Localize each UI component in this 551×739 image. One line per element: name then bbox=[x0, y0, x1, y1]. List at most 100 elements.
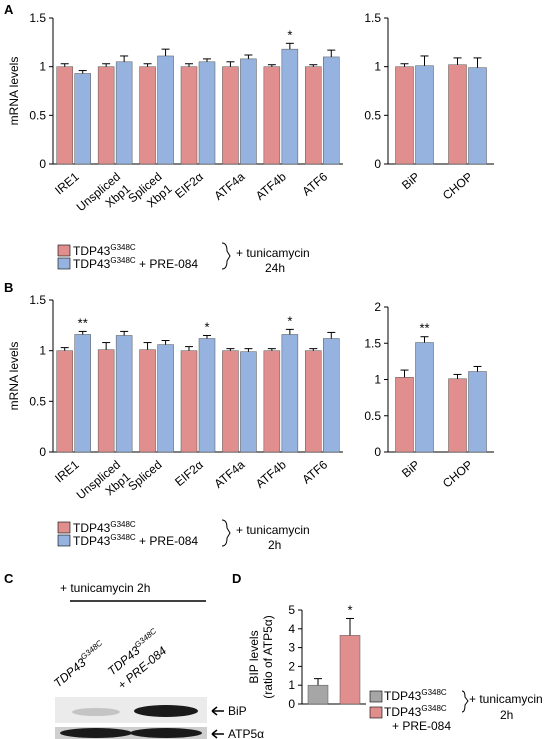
panel-label-a: A bbox=[4, 2, 14, 17]
bar bbox=[222, 66, 239, 165]
blot-lane1-label: TDP43G348C bbox=[50, 638, 108, 690]
legend-d-series1: TDP43G348C bbox=[384, 688, 447, 703]
bar bbox=[157, 344, 174, 453]
legend-b-swatch-treated bbox=[57, 534, 71, 547]
legend-d-condition: + tunicamycin bbox=[469, 692, 543, 706]
blot-bip-band-1 bbox=[72, 708, 120, 716]
bar bbox=[157, 55, 174, 165]
bar bbox=[115, 335, 133, 453]
blot-atp5a-band-2 bbox=[130, 728, 202, 738]
bar bbox=[56, 66, 73, 165]
bar bbox=[395, 66, 414, 165]
legend-a-swatch-control bbox=[57, 244, 71, 257]
western-blot-c: + tunicamycin 2h TDP43G348C TDP43G348C +… bbox=[50, 581, 264, 739]
bar bbox=[468, 371, 487, 453]
y-tick-label: 0 bbox=[374, 157, 381, 171]
chart-d: 0 1 2 3 4 5 BIP levels (ratio of ATP5α) * bbox=[247, 602, 366, 711]
legend-a-swatch-treated bbox=[57, 257, 71, 270]
x-tick-label: ATF6 bbox=[299, 169, 330, 198]
chart-a-right: 0 0.5 1 1.5 BiP CHOP bbox=[364, 11, 494, 203]
y-tick-label: 0.5 bbox=[29, 108, 46, 122]
legend-b-condition: + tunicamycin bbox=[236, 523, 310, 537]
y-tick-label: 1.5 bbox=[364, 336, 381, 350]
y-axis-label: (ratio of ATP5α) bbox=[261, 615, 275, 698]
significance-marker: ** bbox=[419, 321, 429, 336]
y-tick-label: 1.5 bbox=[364, 11, 381, 25]
legend-a-series1: TDP43G348C bbox=[73, 243, 136, 258]
blot-header: + tunicamycin 2h bbox=[60, 581, 150, 595]
legend-d-bracket bbox=[461, 690, 469, 713]
bar bbox=[307, 684, 329, 705]
y-tick-label: 0 bbox=[39, 445, 46, 459]
y-tick-label: 0 bbox=[288, 697, 295, 711]
bar bbox=[240, 351, 257, 453]
y-tick-label: 0.5 bbox=[29, 394, 46, 408]
arrow-left-icon bbox=[211, 706, 224, 716]
legend-a-time: 24h bbox=[265, 261, 285, 275]
bar bbox=[222, 350, 239, 453]
y-tick-label: 1.5 bbox=[29, 11, 46, 25]
legend-b-time: 2h bbox=[268, 538, 281, 552]
y-tick-label: 5 bbox=[288, 603, 295, 617]
bar bbox=[115, 61, 133, 165]
y-axis-label: mRNA levels bbox=[7, 342, 21, 411]
significance-marker: * bbox=[347, 602, 352, 617]
blot-atp5a-band-1 bbox=[60, 728, 132, 738]
significance-marker: * bbox=[287, 313, 292, 328]
bar bbox=[323, 56, 340, 165]
bar bbox=[56, 350, 73, 453]
y-tick-label: 4 bbox=[288, 622, 295, 636]
y-axis-label: BIP levels bbox=[247, 630, 261, 683]
bar bbox=[263, 350, 281, 453]
y-tick-label: 1 bbox=[288, 678, 295, 692]
panel-label-b: B bbox=[4, 280, 13, 295]
legend-b-series1: TDP43G348C bbox=[73, 520, 136, 535]
legend-b: TDP43G348C TDP43G348C + PRE-084 + tunica… bbox=[57, 519, 310, 552]
x-tick-label: IRE1 bbox=[52, 457, 82, 485]
panel-label-d: D bbox=[232, 571, 241, 586]
bar bbox=[240, 58, 257, 165]
bar bbox=[323, 338, 340, 453]
panel-label-c: C bbox=[4, 571, 14, 586]
x-tick-label: EIF2α bbox=[172, 458, 206, 490]
bar bbox=[139, 349, 156, 453]
bar bbox=[74, 334, 91, 453]
legend-d-swatch-control bbox=[369, 690, 383, 703]
chart-b-right: 0 0.5 1 1.5 2 ** BiP CHOP bbox=[364, 300, 494, 491]
bar bbox=[74, 73, 91, 165]
y-tick-label: 3 bbox=[288, 641, 295, 655]
y-tick-label: 0 bbox=[374, 445, 381, 459]
x-tick-label: ATF4b bbox=[253, 457, 289, 491]
x-tick-label: ATF4b bbox=[253, 169, 289, 203]
bar bbox=[448, 64, 467, 165]
bar bbox=[263, 66, 281, 165]
y-tick-label: 1 bbox=[374, 373, 381, 387]
legend-a-condition: + tunicamycin bbox=[236, 246, 310, 260]
bar bbox=[468, 67, 487, 165]
bar bbox=[281, 334, 299, 453]
bar bbox=[97, 349, 115, 453]
bar bbox=[139, 66, 156, 165]
bar bbox=[198, 61, 216, 165]
legend-d-series2-treatment: + PRE-084 bbox=[392, 719, 451, 733]
legend-d: TDP43G348C TDP43G348C + PRE-084 + tunica… bbox=[369, 688, 543, 733]
bar bbox=[415, 342, 434, 453]
legend-a-bracket bbox=[221, 242, 231, 270]
y-tick-label: 1 bbox=[374, 60, 381, 74]
y-tick-label: 2 bbox=[374, 300, 381, 314]
blot-atp5a-label: ATP5α bbox=[228, 727, 264, 739]
x-tick-label: BiP bbox=[399, 458, 422, 481]
x-tick-label: ATF4a bbox=[211, 169, 247, 203]
legend-d-time: 2h bbox=[500, 708, 513, 722]
x-tick-label: EIF2α bbox=[172, 170, 206, 202]
x-tick-label: ATF4a bbox=[211, 457, 247, 491]
blot-bip-band-2 bbox=[134, 705, 198, 717]
legend-a-series2: TDP43G348C + PRE-084 bbox=[73, 256, 198, 271]
legend-b-swatch-control bbox=[57, 521, 71, 534]
bar bbox=[448, 378, 467, 453]
y-tick-label: 0.5 bbox=[364, 108, 381, 122]
y-tick-label: 1.5 bbox=[29, 293, 46, 307]
blot-bip-label: BiP bbox=[228, 704, 247, 718]
